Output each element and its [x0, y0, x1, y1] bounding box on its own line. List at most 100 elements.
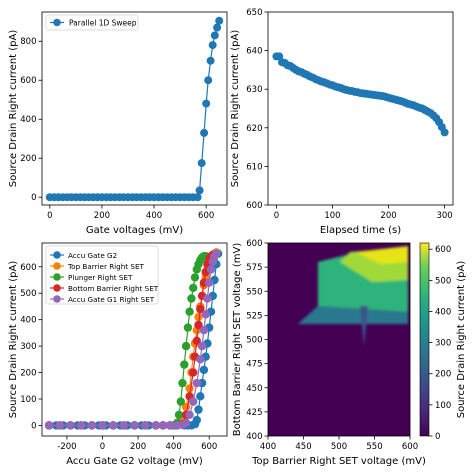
y-tick-label: 400	[246, 432, 262, 442]
y-tick-label: 525	[246, 311, 262, 321]
axes-ticks-3: -200 0 200 400 600 0 100 200 300 400 500 600	[20, 263, 217, 452]
x-tick-label: 0	[47, 211, 52, 221]
heatmap-region-low	[298, 306, 408, 324]
data-point	[199, 326, 209, 335]
panel-accu-gate: -200 0 200 400 600 0 100 200 300 400 500 600 Accu G…	[8, 242, 228, 467]
axes-ticks-2: 0 100 200 300 600 610 620 630 640 650	[246, 8, 452, 221]
data-point	[196, 304, 205, 314]
y-axis-label-3: Source Drain Right current (pA)	[8, 261, 19, 419]
data-point	[181, 418, 191, 427]
plot-area-2	[272, 52, 449, 137]
x-tick-label: 400	[166, 442, 182, 452]
y-tick-label: 600	[246, 239, 262, 249]
panel-elapsed-time: 0 100 200 300 600 610 620 630 640 650 Elapsed tim…	[230, 8, 454, 236]
y-tick-label: 200	[20, 154, 36, 164]
colorbar-tick-label: 600	[435, 245, 451, 255]
axes-ticks-1: 0 200 400 600 0 200 400 600 800	[20, 37, 214, 221]
axes-ticks-4: 400 450 500 550 600 400 425 450 475 500 525 550 575 6…	[246, 239, 418, 452]
data-point	[185, 384, 194, 393]
y-tick-label: 630	[246, 85, 262, 95]
x-tick-label: 0	[100, 442, 105, 452]
data-point	[158, 421, 168, 430]
legend-box-3	[45, 245, 159, 305]
legend-marker	[53, 284, 61, 292]
x-axis-label-3: Accu Gate G2 voltage (mV)	[66, 456, 203, 467]
data-point	[194, 405, 203, 414]
data-point	[193, 193, 202, 202]
colorbar	[419, 242, 430, 437]
x-tick-label: 0	[274, 211, 279, 221]
x-tick-label: 500	[331, 442, 347, 452]
y-tick-label: 600	[20, 76, 36, 86]
data-point	[205, 278, 214, 287]
data-point	[87, 421, 97, 430]
data-point	[203, 294, 212, 303]
data-point	[197, 159, 206, 168]
data-point	[194, 320, 203, 330]
data-point	[185, 410, 194, 419]
data-point	[176, 397, 185, 406]
data-point	[183, 323, 193, 332]
y-axis-label-1: Source Drain Right current (pA)	[8, 30, 19, 188]
legend-box-1	[45, 14, 139, 31]
heatmap-region-dip	[360, 306, 368, 346]
x-tick-label: 200	[380, 211, 396, 221]
legend-label: Accu Gate G1 Right SET	[68, 295, 155, 304]
legend-marker	[53, 262, 61, 270]
y-tick-label: 600	[20, 263, 36, 273]
data-point	[130, 421, 139, 430]
x-tick-label: 600	[201, 442, 217, 452]
x-tick-label: 550	[366, 442, 382, 452]
data-point	[66, 421, 75, 430]
x-axis-label-1: Gate voltages (mV)	[86, 225, 183, 236]
y-tick-label: 475	[246, 360, 262, 370]
series-line	[49, 20, 220, 198]
y-tick-label: 400	[20, 316, 36, 326]
legend-label: Accu Gate G2	[68, 251, 117, 260]
y-tick-label: 500	[246, 336, 262, 346]
y-axis-label-4: Bottom Barrier Right SET voltage (mV)	[232, 243, 243, 437]
x-tick-label: 200	[94, 211, 110, 221]
series-1	[45, 16, 224, 202]
data-point	[119, 421, 128, 430]
data-point	[200, 128, 209, 137]
legend-label-1: Parallel 1D Sweep	[69, 19, 137, 28]
data-point	[192, 378, 201, 388]
data-point	[213, 23, 222, 32]
data-point	[206, 265, 216, 274]
legend-marker	[53, 273, 61, 281]
y-tick-label: 200	[20, 369, 36, 379]
heatmap-region-peak	[356, 246, 408, 264]
x-axis-label-4: Top Barrier Right SET voltage (mV)	[251, 456, 426, 467]
y-tick-label: 800	[20, 37, 36, 47]
x-tick-label: 200	[130, 442, 146, 452]
colorbar-ticks: 0 100 200 300 400 500 600	[429, 245, 451, 442]
y-tick-label: 425	[246, 408, 262, 418]
axes-frame-4	[267, 242, 411, 437]
data-point	[109, 421, 118, 430]
data-point	[204, 76, 213, 85]
data-point	[98, 421, 107, 430]
colorbar-tick-label: 500	[435, 276, 451, 286]
data-point	[201, 310, 210, 319]
data-point	[180, 360, 189, 369]
data-point	[141, 421, 150, 430]
legend-marker-1	[53, 18, 61, 27]
axes-frame-2	[267, 11, 454, 206]
y-tick-label: 620	[246, 124, 262, 134]
data-point	[185, 307, 194, 316]
legend-label: Bottom Barrier Right SET	[68, 284, 159, 293]
heatmap-image	[268, 243, 410, 436]
y-tick-label: 450	[246, 384, 262, 394]
legend-marker	[53, 251, 61, 259]
y-tick-label: 400	[20, 115, 36, 125]
colorbar-tick-label: 300	[435, 339, 451, 349]
legend-3: Accu Gate G2 Top Barrier Right SET Plunger…	[45, 245, 159, 305]
x-tick-label: 600	[198, 211, 214, 221]
y-tick-label: 100	[20, 395, 36, 405]
data-point	[178, 378, 187, 388]
plot-area-1	[45, 16, 224, 202]
data-point	[210, 31, 219, 40]
legend-marker	[53, 295, 61, 303]
data-point	[189, 368, 198, 377]
